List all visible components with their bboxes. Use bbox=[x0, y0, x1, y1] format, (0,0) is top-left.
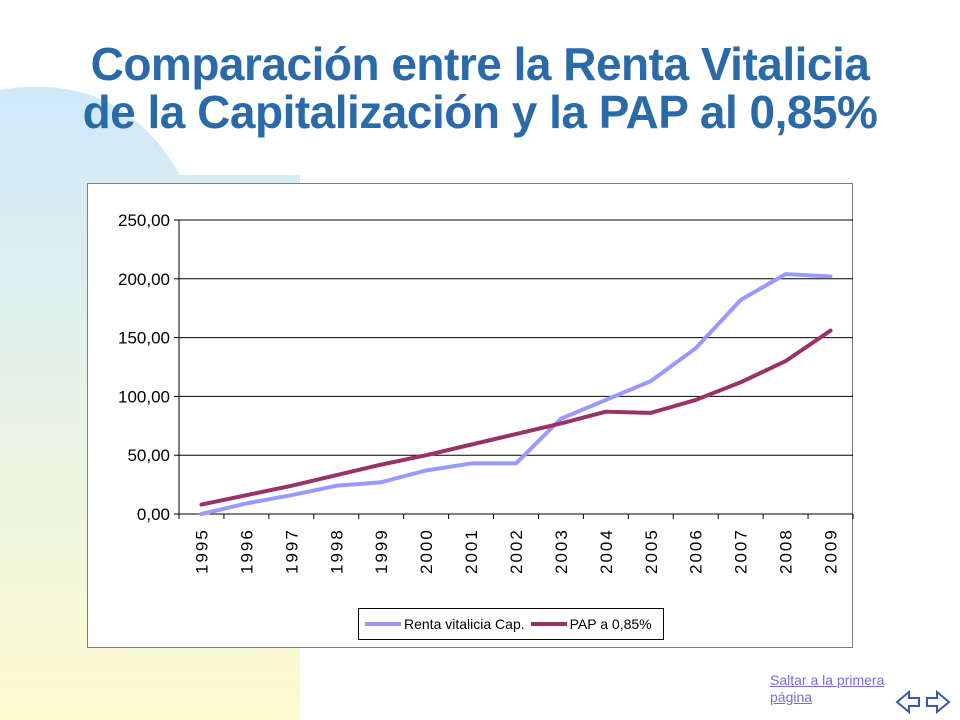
y-tick-label: 0,00 bbox=[137, 505, 170, 524]
x-tick-label: 2004 bbox=[597, 528, 616, 574]
x-tick-label: 2007 bbox=[732, 528, 751, 574]
legend-label-series2: PAP a 0,85% bbox=[569, 616, 652, 632]
legend-swatch-series1 bbox=[365, 622, 401, 626]
y-tick-label: 150,00 bbox=[118, 329, 170, 348]
line-chart: 0,00 50,00 100,00 150,00 200,00 250,00 1995 199… bbox=[118, 211, 854, 574]
legend-label-series1: Renta vitalicia Cap. bbox=[404, 616, 525, 632]
y-tick-label: 50,00 bbox=[127, 446, 170, 465]
x-tick-label: 2002 bbox=[507, 528, 526, 574]
jump-to-first-page-link[interactable]: Saltar a la primera página bbox=[770, 672, 885, 705]
y-tick-label: 200,00 bbox=[118, 270, 170, 289]
x-tick-label: 2003 bbox=[552, 528, 571, 574]
series-line-1 bbox=[199, 272, 833, 516]
chart-area: 0,00 50,00 100,00 150,00 200,00 250,00 1995 199… bbox=[87, 183, 854, 648]
x-tick-label: 2005 bbox=[642, 528, 661, 574]
x-tick-label: 1995 bbox=[192, 528, 211, 574]
x-tick-label: 1996 bbox=[237, 528, 256, 574]
back-arrow-icon[interactable] bbox=[895, 689, 920, 715]
slide-title-line2: de la Capitalización y la PAP al 0,85% bbox=[82, 86, 878, 138]
y-tick-label: 250,00 bbox=[118, 211, 170, 230]
y-tick-label: 100,00 bbox=[118, 387, 170, 406]
x-tick-label: 1998 bbox=[327, 528, 346, 574]
x-tick-label: 2009 bbox=[822, 528, 841, 574]
x-tick-label: 2008 bbox=[777, 528, 796, 574]
x-tick-label: 1999 bbox=[372, 528, 391, 574]
slide-title: Comparación entre la Renta Vitalicia de … bbox=[60, 40, 900, 136]
navigation-controls bbox=[895, 689, 951, 715]
legend-item-series2: PAP a 0,85% bbox=[530, 616, 652, 632]
legend-swatch-series2 bbox=[530, 622, 567, 626]
chart-legend: Renta vitalicia Cap. PAP a 0,85% bbox=[358, 608, 664, 640]
series-line-2 bbox=[199, 328, 833, 507]
forward-arrow-icon[interactable] bbox=[926, 689, 951, 715]
slide-title-line1: Comparación entre la Renta Vitalicia bbox=[90, 38, 870, 90]
x-tick-label: 2001 bbox=[462, 528, 481, 574]
legend-item-series1: Renta vitalicia Cap. bbox=[365, 616, 525, 632]
x-tick-label: 1997 bbox=[282, 528, 301, 574]
x-tick-label: 2006 bbox=[687, 528, 706, 574]
x-tick-label: 2000 bbox=[417, 528, 436, 574]
